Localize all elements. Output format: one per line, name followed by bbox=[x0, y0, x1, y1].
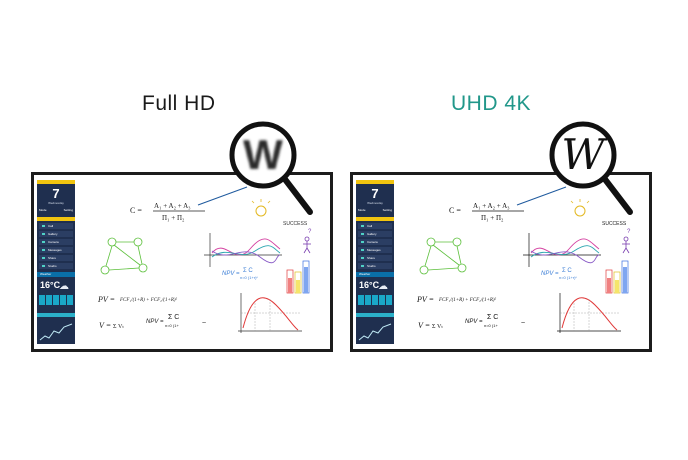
day-number: 7 bbox=[371, 186, 379, 201]
sidebar-top-bar bbox=[37, 180, 75, 184]
tilde: ~ bbox=[202, 320, 206, 327]
formula-c-denominator: Π₁ + Π₂ bbox=[481, 214, 504, 222]
magnified-letter-crisp: W bbox=[561, 130, 608, 179]
red-curve-chart bbox=[557, 293, 621, 333]
full-hd-heading: Full HD bbox=[142, 92, 216, 115]
npv2-denominator: n=0 (1+ bbox=[484, 323, 498, 328]
cloud-icon: ☁ bbox=[59, 281, 69, 292]
menu-item-camera[interactable]: Camera bbox=[39, 239, 73, 245]
color-bars bbox=[605, 260, 629, 294]
tilde: ~ bbox=[521, 320, 525, 327]
pv-terms: FCF₁/(1+R) + FCF₂/(1+R)² bbox=[119, 297, 178, 303]
green-cycle-diagram bbox=[419, 237, 467, 275]
sidebar-graph bbox=[358, 323, 392, 341]
weather-header: Weather bbox=[356, 272, 394, 277]
formula-c-numerator: A₁ + A₂ + A₃ bbox=[473, 202, 510, 210]
uhd-4k-heading: UHD 4K bbox=[451, 92, 532, 115]
date-line: Wednesday bbox=[48, 201, 64, 205]
formula-c-numerator: A₁ + A₂ + A₃ bbox=[154, 202, 191, 210]
menu-item-share[interactable]: Share bbox=[358, 255, 392, 261]
npv-label: NPV = bbox=[222, 271, 240, 277]
formula-c-lhs: C = bbox=[449, 206, 461, 215]
success-text: SUCCESS bbox=[283, 221, 308, 227]
sidebar-buttons: Mode Setting bbox=[358, 208, 392, 213]
sidebar-menu: Call Gallery Camera Messages Share Studi… bbox=[358, 223, 392, 271]
magnifier-icon: W bbox=[229, 121, 313, 215]
v-sum: Σ Vₜ bbox=[113, 324, 124, 330]
sidebar-buttons: Mode Setting bbox=[39, 208, 73, 213]
setting-button[interactable]: Setting bbox=[63, 208, 73, 212]
stick-figure-icon bbox=[303, 236, 311, 254]
v-sum: Σ Vₜ bbox=[432, 324, 443, 330]
formula-c-lhs: C = bbox=[130, 206, 142, 215]
npv-denominator: n=0 (1+r)ⁿ bbox=[559, 275, 577, 280]
uhd-4k-display: 7 Wednesday Mode Setting Call Gallery Ca… bbox=[350, 172, 652, 352]
menu-item-messages[interactable]: Messages bbox=[39, 247, 73, 253]
npv-denominator: n=0 (1+r)ⁿ bbox=[240, 275, 258, 280]
sidebar-graph bbox=[39, 323, 73, 341]
menu-item-share[interactable]: Share bbox=[39, 255, 73, 261]
wave-graph bbox=[204, 233, 282, 267]
day-number: 7 bbox=[52, 186, 60, 201]
npv2-label: NPV = bbox=[465, 319, 483, 325]
npv2-sum: Σ C bbox=[487, 314, 498, 321]
magnified-letter-blurry: W bbox=[243, 131, 283, 178]
npv2-denominator: n=0 (1+ bbox=[165, 323, 179, 328]
whiteboard-canvas[interactable]: C = A₁ + A₂ + A₃ Π₁ + Π₂ SUCCESS ? bbox=[399, 175, 649, 349]
full-hd-display: 7 Wednesday Mode Setting Call Gallery Ca… bbox=[31, 172, 333, 352]
question-mark: ? bbox=[308, 229, 312, 235]
cloud-icon: ☁ bbox=[378, 281, 388, 292]
whiteboard-sidebar: 7 Wednesday Mode Setting Call Gallery Ca… bbox=[356, 180, 394, 344]
lightbulb-icon bbox=[570, 199, 590, 217]
menu-item-call[interactable]: Call bbox=[358, 223, 392, 229]
magnifier-icon: W bbox=[549, 121, 633, 215]
npv-sum: Σ C bbox=[562, 268, 572, 274]
stick-figure-icon bbox=[622, 236, 630, 254]
green-cycle-diagram bbox=[100, 237, 148, 275]
menu-item-studio[interactable]: Studio bbox=[358, 263, 392, 269]
menu-item-messages[interactable]: Messages bbox=[358, 247, 392, 253]
pv-terms: FCF₁/(1+R) + FCF₂/(1+R)² bbox=[438, 297, 497, 303]
menu-item-gallery[interactable]: Gallery bbox=[358, 231, 392, 237]
sidebar-top-bar bbox=[356, 180, 394, 184]
wave-graph bbox=[523, 233, 601, 267]
pv-label: PV = bbox=[416, 295, 434, 304]
menu-item-studio[interactable]: Studio bbox=[39, 263, 73, 269]
whiteboard-sidebar: 7 Wednesday Mode Setting Call Gallery Ca… bbox=[37, 180, 75, 344]
forecast-strip bbox=[39, 295, 73, 305]
npv2-label: NPV = bbox=[146, 319, 164, 325]
sidebar-menu: Call Gallery Camera Messages Share Studi… bbox=[39, 223, 73, 271]
pointer-arrow bbox=[516, 186, 567, 206]
red-curve-chart bbox=[238, 293, 302, 333]
mode-button[interactable]: Mode bbox=[39, 208, 47, 212]
pv-label: PV = bbox=[97, 295, 115, 304]
menu-header bbox=[37, 217, 75, 221]
forecast-strip bbox=[358, 295, 392, 305]
npv-sum: Σ C bbox=[243, 268, 253, 274]
npv2-sum: Σ C bbox=[168, 314, 179, 321]
graph-header bbox=[356, 313, 394, 317]
color-bars bbox=[286, 260, 310, 294]
weather-header: Weather bbox=[37, 272, 75, 277]
menu-item-camera[interactable]: Camera bbox=[358, 239, 392, 245]
temperature: 16°C bbox=[40, 280, 61, 290]
v-label: V = bbox=[418, 321, 430, 330]
graph-header bbox=[37, 313, 75, 317]
success-text: SUCCESS bbox=[602, 221, 627, 227]
mode-button[interactable]: Mode bbox=[358, 208, 366, 212]
lightbulb-icon bbox=[251, 199, 271, 217]
setting-button[interactable]: Setting bbox=[382, 208, 392, 212]
whiteboard-canvas[interactable]: C = A₁ + A₂ + A₃ Π₁ + Π₂ SUCCESS ? bbox=[80, 175, 330, 349]
question-mark: ? bbox=[627, 229, 631, 235]
date-line: Wednesday bbox=[367, 201, 383, 205]
menu-item-call[interactable]: Call bbox=[39, 223, 73, 229]
npv-label: NPV = bbox=[541, 271, 559, 277]
menu-header bbox=[356, 217, 394, 221]
temperature: 16°C bbox=[359, 280, 380, 290]
menu-item-gallery[interactable]: Gallery bbox=[39, 231, 73, 237]
pointer-arrow bbox=[197, 186, 248, 206]
formula-c-denominator: Π₁ + Π₂ bbox=[162, 214, 185, 222]
v-label: V = bbox=[99, 321, 111, 330]
